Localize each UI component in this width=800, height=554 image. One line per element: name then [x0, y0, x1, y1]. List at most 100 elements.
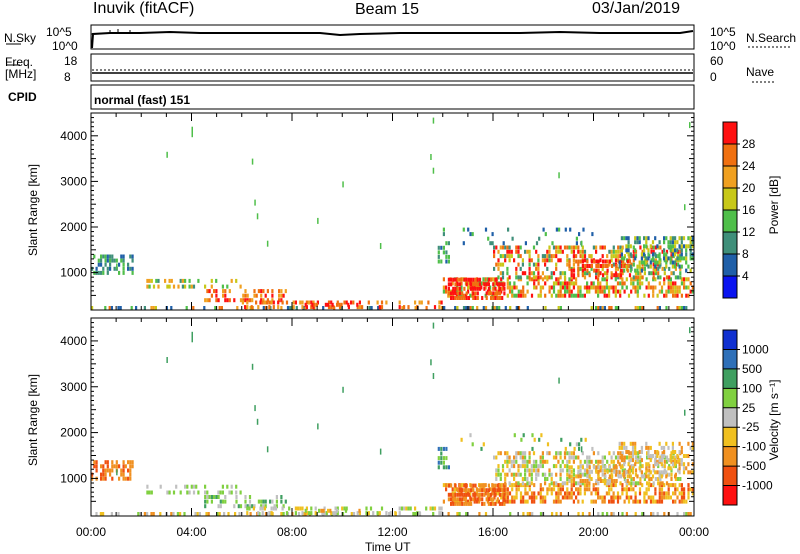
heatmap-cell — [111, 464, 114, 469]
heatmap-cell — [579, 487, 582, 492]
heatmap-cell — [563, 271, 567, 276]
heatmap-cell — [165, 512, 168, 516]
heatmap-cell — [618, 462, 621, 467]
heatmap-cell — [524, 293, 527, 298]
heatmap-cell — [493, 455, 496, 460]
heatmap-cell — [526, 249, 529, 254]
heatmap-cell — [494, 291, 497, 296]
heatmap-cell — [563, 481, 567, 486]
heatmap-cell — [643, 495, 646, 500]
heatmap-cell — [495, 306, 499, 310]
heatmap-cell — [484, 512, 488, 516]
heatmap-cell — [645, 474, 648, 479]
heatmap-cell — [566, 258, 569, 263]
velocity-heatmap — [91, 322, 694, 516]
heatmap-cell — [219, 490, 222, 495]
heatmap-cell — [97, 270, 100, 275]
heatmap-cell — [517, 472, 520, 477]
heatmap-cell — [473, 499, 476, 504]
heatmap-cell — [546, 459, 549, 464]
heatmap-cell — [478, 286, 482, 291]
heatmap-cell — [467, 499, 470, 504]
heatmap-cell — [570, 465, 573, 470]
heatmap-cell — [511, 285, 514, 290]
heatmap-cell — [131, 460, 134, 465]
colorbar-segment — [723, 466, 737, 486]
heatmap-cell — [190, 284, 193, 289]
heatmap-cell — [445, 241, 448, 246]
heatmap-cell — [563, 451, 567, 456]
heatmap-cell — [625, 244, 628, 249]
heatmap-cell — [95, 464, 98, 469]
heatmap-cell — [654, 450, 657, 454]
heatmap-cell — [495, 491, 498, 496]
heatmap-cell — [658, 252, 661, 257]
heatmap-cell — [651, 454, 655, 458]
heatmap-cell — [528, 472, 531, 477]
heatmap-cell — [323, 506, 326, 511]
ytick-label: 1000 — [60, 266, 87, 280]
heatmap-cell — [500, 289, 503, 294]
heatmap-cell — [474, 277, 477, 282]
heatmap-cell — [608, 289, 611, 294]
heatmap-cell — [470, 282, 473, 287]
heatmap-cell — [597, 512, 600, 516]
heatmap-cell — [93, 254, 96, 259]
heatmap-cell — [691, 487, 694, 492]
heatmap-cell — [524, 459, 527, 464]
heatmap-cell — [687, 512, 690, 516]
heatmap-cell — [612, 491, 615, 496]
heatmap-cell — [621, 464, 624, 469]
heatmap-cell — [117, 512, 120, 516]
heatmap-cell — [159, 512, 162, 516]
heatmap-cell — [445, 483, 448, 488]
heatmap-cell — [577, 499, 580, 504]
nsky-tick-bottom: 10^0 — [52, 39, 78, 53]
heatmap-cell — [379, 243, 382, 249]
heatmap-cell — [680, 487, 683, 492]
heatmap-cell — [579, 289, 582, 294]
heatmap-cell — [504, 477, 507, 481]
heatmap-cell — [308, 300, 311, 305]
heatmap-cell — [652, 464, 655, 469]
heatmap-cell — [677, 468, 680, 473]
heatmap-cell — [106, 254, 109, 259]
heatmap-cell — [581, 512, 584, 516]
heatmap-cell — [120, 258, 123, 263]
heatmap-cell — [614, 455, 618, 460]
heatmap-cell — [454, 483, 457, 488]
heatmap-cell — [508, 491, 512, 496]
heatmap-cell — [524, 464, 527, 469]
heatmap-cell — [498, 286, 502, 291]
heatmap-cell — [645, 487, 648, 492]
heatmap-cell — [480, 285, 483, 290]
heatmap-cell — [654, 260, 657, 265]
heatmap-cell — [623, 281, 626, 286]
heatmap-cell — [579, 491, 582, 496]
heatmap-cell — [604, 479, 607, 483]
heatmap-cell — [358, 511, 361, 516]
heatmap-cell — [674, 477, 677, 481]
heatmap-cell — [494, 488, 497, 493]
heatmap-cell — [506, 293, 509, 298]
heatmap-cell — [504, 254, 507, 259]
heatmap-cell — [487, 291, 490, 296]
heatmap-cell — [668, 266, 671, 271]
heatmap-cell — [563, 464, 567, 469]
heatmap-cell — [597, 491, 600, 496]
heatmap-cell — [489, 285, 492, 290]
heatmap-cell — [669, 260, 672, 265]
heatmap-cell — [246, 293, 249, 298]
heatmap-cell — [680, 281, 683, 286]
heatmap-cell — [462, 241, 465, 246]
heatmap-cell — [606, 469, 609, 474]
heatmap-cell — [623, 289, 626, 294]
heatmap-cell — [528, 262, 531, 267]
heatmap-cell — [280, 306, 283, 310]
heatmap-cell — [614, 285, 617, 290]
heatmap-cell — [487, 501, 490, 506]
heatmap-cell — [490, 291, 493, 296]
heatmap-cell — [658, 491, 661, 496]
heatmap-cell — [330, 305, 333, 310]
heatmap-cell — [481, 296, 484, 300]
